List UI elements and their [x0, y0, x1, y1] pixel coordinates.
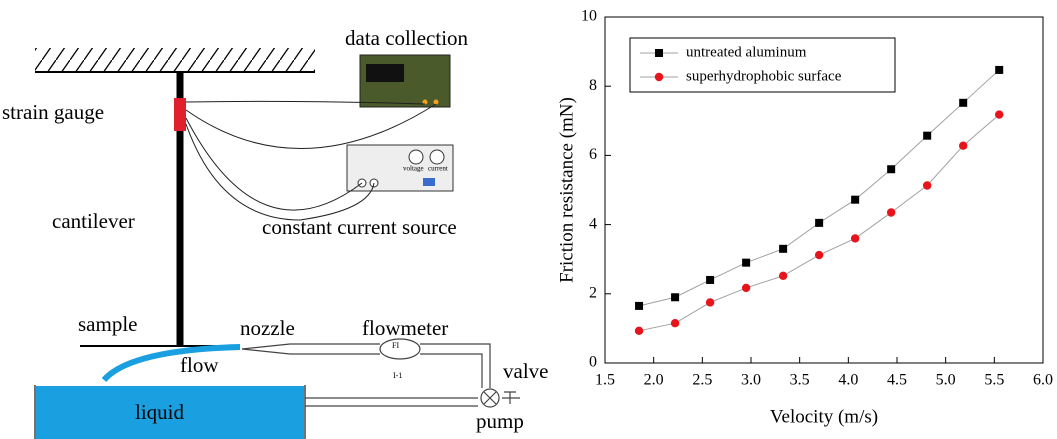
marker — [886, 208, 896, 217]
chart: 1.5 2.0 2.5 3.0 3.5 4.0 4.5 5.0 5.5 6.0 0 2 4 6 8 10 Vel… — [556, 8, 1053, 428]
marker — [670, 319, 680, 328]
x-tick-label: 3.0 — [741, 372, 761, 389]
marker — [958, 141, 968, 150]
y-tick-label: 2 — [589, 284, 597, 301]
small-label: current — [428, 165, 448, 173]
small-label: voltage — [403, 165, 424, 173]
marker — [850, 234, 860, 243]
diagram-label: flow — [180, 353, 219, 377]
knob — [408, 149, 424, 165]
flow-jet — [101, 344, 241, 383]
diagram-label: flowmeter — [362, 316, 448, 340]
x-tick-label: 5.5 — [984, 372, 1004, 389]
x-tick-label: 6.0 — [1033, 372, 1053, 389]
diagram-label: nozzle — [240, 316, 295, 340]
marker — [706, 275, 715, 284]
diagram-label: cantilever — [52, 209, 135, 233]
marker — [779, 244, 788, 253]
marker — [995, 110, 1004, 119]
marker — [922, 181, 932, 190]
diagram-label: strain gauge — [2, 100, 104, 124]
legend: untreated aluminum superhydrophobic surfa… — [629, 37, 896, 93]
diagram-label: data collection — [345, 26, 469, 50]
x-tick-label: 4.0 — [838, 372, 858, 389]
diagram-label: constant current source — [262, 215, 457, 239]
legend-label: superhydrophobic surface — [686, 68, 842, 84]
led — [422, 99, 428, 105]
y-tick-label: 8 — [589, 77, 597, 94]
strain-gauge-element — [174, 98, 186, 131]
diagram-label: pump — [476, 409, 524, 433]
x-tick-label: 1.5 — [595, 372, 615, 389]
marker — [778, 271, 788, 281]
x-tick-label: 3.5 — [790, 372, 810, 389]
marker — [671, 293, 680, 302]
x-tick-label: 4.5 — [887, 372, 907, 389]
x-tick-label: 5.0 — [936, 372, 956, 389]
plot-frame — [604, 16, 1044, 364]
marker — [814, 250, 824, 260]
indicator — [423, 178, 435, 186]
series-line — [638, 69, 1000, 307]
marker — [887, 165, 896, 174]
diagram-label: liquid — [135, 400, 185, 424]
x-tick-label: 2.0 — [644, 372, 664, 389]
pipes — [241, 338, 520, 408]
wires — [185, 100, 437, 221]
y-tick-label: 4 — [589, 215, 597, 232]
y-tick-label: 0 — [589, 354, 597, 371]
display — [366, 64, 404, 82]
marker — [923, 131, 932, 140]
x-axis-label: Velocity (m/s) — [770, 406, 878, 427]
tank-walls — [34, 385, 306, 439]
marker — [635, 301, 644, 310]
y-axis-label: Friction resistance (mN) — [556, 97, 577, 283]
y-tick-label: 6 — [589, 146, 597, 163]
liquid-body — [36, 386, 304, 439]
small-label: I-1 — [393, 371, 402, 380]
marker — [741, 283, 751, 293]
legend-box — [629, 37, 896, 93]
marker — [742, 258, 751, 267]
led — [433, 99, 439, 105]
marker — [959, 98, 968, 107]
legend-label: untreated aluminum — [686, 44, 807, 60]
marker — [634, 326, 644, 336]
ceiling-hatch — [35, 48, 315, 71]
knob — [429, 149, 445, 165]
y-tick-label: 10 — [581, 8, 597, 25]
diagram-label: sample — [78, 312, 137, 336]
diagram-label: valve — [503, 359, 548, 383]
marker — [815, 218, 824, 227]
small-label: FI — [392, 341, 399, 350]
marker — [851, 195, 860, 204]
x-tick-label: 2.5 — [692, 372, 712, 389]
legend-marker — [654, 72, 664, 82]
diagram: voltage current FI I-1 data collection s… — [2, 26, 548, 439]
marker — [995, 65, 1004, 74]
marker — [705, 298, 715, 307]
legend-marker — [655, 49, 663, 57]
